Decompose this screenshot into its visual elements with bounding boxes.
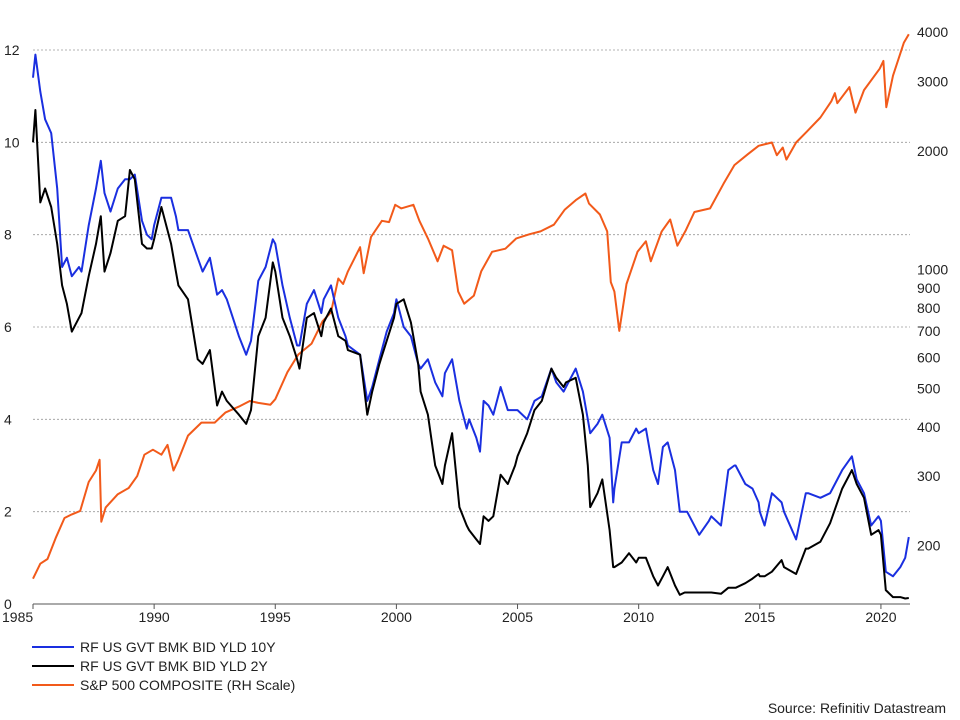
right-tick-label: 2000	[917, 143, 948, 159]
right-tick-label: 4000	[917, 24, 948, 40]
legend-label-10y: RF US GVT BMK BID YLD 10Y	[80, 639, 276, 655]
left-tick-label: 2	[4, 504, 12, 520]
series-line-y2	[32, 109, 909, 600]
gridlines	[33, 49, 910, 513]
series-lines	[32, 33, 910, 600]
right-tick-label: 500	[917, 381, 941, 397]
left-tick-label: 12	[4, 42, 20, 58]
right-tick-label: 800	[917, 300, 941, 316]
right-tick-label: 300	[917, 468, 941, 484]
left-tick-label: 6	[4, 319, 12, 335]
x-tick-label: 2005	[502, 609, 533, 625]
series-line-y10	[32, 53, 910, 578]
x-tick-label: 1990	[139, 609, 170, 625]
source-note: Source: Refinitiv Datastream	[768, 700, 946, 716]
right-tick-label: 700	[917, 323, 941, 339]
x-tick-label: 2015	[744, 609, 775, 625]
left-tick-label: 4	[4, 411, 12, 427]
x-tick-label: 2010	[623, 609, 654, 625]
legend-label-2y: RF US GVT BMK BID YLD 2Y	[80, 658, 268, 674]
right-tick-label: 400	[917, 419, 941, 435]
x-tick-label: 2000	[381, 609, 412, 625]
right-tick-label: 3000	[917, 73, 948, 89]
legend-label-spx: S&P 500 COMPOSITE (RH Scale)	[80, 677, 295, 693]
x-tick-label: 2020	[865, 609, 896, 625]
series-line-spx	[32, 33, 910, 580]
right-tick-label: 600	[917, 349, 941, 365]
right-tick-label: 1000	[917, 262, 948, 278]
right-axis-tick-labels: 200 300 400 500 600 700 800 900 1000 2000 3000 4000	[917, 24, 948, 554]
left-axis-tick-labels: 0 2 4 6 8 10 12	[4, 42, 20, 612]
x-axis-tick-labels: 1985 1990 1995 2000 2005 2010 2015 2020	[2, 604, 897, 625]
legend: RF US GVT BMK BID YLD 10Y RF US GVT BMK …	[32, 639, 295, 693]
right-tick-label: 900	[917, 280, 941, 296]
right-tick-label: 200	[917, 538, 941, 554]
x-tick-label: 1985	[2, 609, 33, 625]
left-tick-label: 8	[4, 227, 12, 243]
left-tick-label: 10	[4, 134, 20, 150]
left-tick-label: 0	[4, 596, 12, 612]
x-tick-label: 1995	[260, 609, 291, 625]
